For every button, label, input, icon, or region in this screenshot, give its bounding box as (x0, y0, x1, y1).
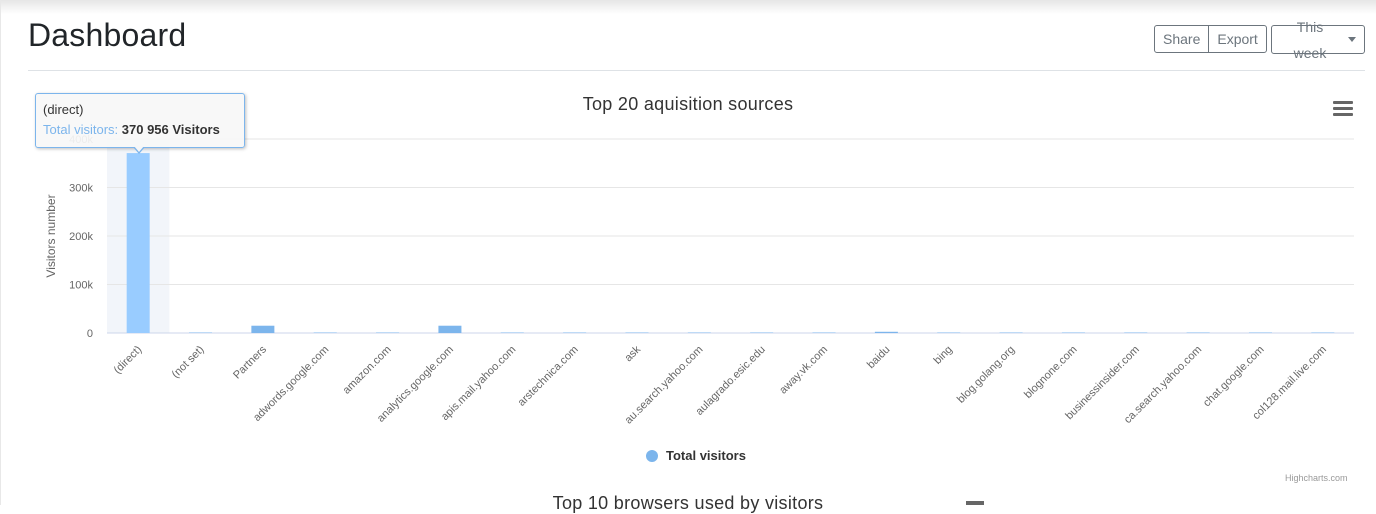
x-tick-label: (direct) (112, 344, 145, 377)
chart-menu-icon[interactable] (1333, 101, 1353, 117)
period-dropdown[interactable]: This week (1271, 19, 1365, 61)
page-title: Dashboard (28, 17, 187, 53)
bar-14 (999, 332, 1023, 333)
bar-7 (563, 332, 587, 333)
chart-tooltip: (direct) Total visitors: 370 956 Visitor… (35, 93, 245, 148)
bar-16 (1124, 332, 1148, 333)
x-tick-label: chat.google.com (1201, 344, 1267, 410)
bar-17 (1186, 332, 1210, 333)
bar-13 (937, 332, 961, 333)
bar-4 (376, 332, 400, 333)
header-divider (28, 70, 1365, 71)
y-tick-label: 200k (69, 231, 93, 243)
x-tick-label: bing (932, 344, 955, 367)
bar-3 (313, 332, 337, 333)
x-tick-label: away.vk.com (777, 344, 830, 397)
x-tick-label: blog.golang.org (955, 344, 1017, 406)
bar-9 (687, 332, 711, 333)
x-tick-label: (not set) (170, 344, 207, 381)
top-shadow (0, 0, 1376, 14)
x-tick-label: blognone.com (1022, 344, 1079, 401)
legend-item-total-visitors[interactable]: Total visitors (646, 448, 746, 463)
chevron-down-icon (1348, 37, 1356, 42)
tooltip-pointer-fill (134, 146, 144, 152)
x-tick-label: ask (623, 343, 644, 364)
x-tick-label: amazon.com (341, 344, 394, 397)
bar-10 (750, 332, 774, 333)
browsers-chart-title: Top 10 browsers used by visitors (552, 493, 824, 513)
sidebar-border (0, 0, 1, 505)
browsers-chart-menu-icon[interactable] (966, 501, 984, 505)
tooltip-category: (direct) (43, 102, 84, 117)
chart-title: Top 20 aquisition sources (582, 94, 794, 114)
bar-0 (126, 153, 150, 333)
bar-1 (189, 332, 213, 333)
bar-11 (812, 332, 836, 333)
chart-credits[interactable]: Highcharts.com (1285, 473, 1348, 483)
y-axis-label: Visitors number (44, 194, 58, 278)
x-tick-label: baidu (865, 344, 893, 372)
tooltip-value: 370 956 Visitors (121, 122, 220, 137)
bar-6 (500, 332, 524, 333)
legend-label: Total visitors (666, 448, 746, 463)
legend-marker (646, 449, 658, 462)
bar-5 (438, 325, 462, 333)
share-export-group: Share Export (1154, 25, 1267, 53)
bar-12 (874, 331, 898, 333)
x-tick-label: aulagrado.esic.edu (694, 344, 768, 418)
export-button[interactable]: Export (1208, 25, 1267, 53)
x-tick-label: arstechnica.com (516, 344, 581, 409)
y-tick-label: 100k (69, 280, 93, 292)
tooltip-series-label: Total visitors: (43, 122, 119, 137)
bar-18 (1248, 332, 1272, 333)
y-tick-label: 300k (69, 183, 93, 195)
y-tick-label: 0 (87, 328, 93, 340)
period-dropdown-label: This week (1293, 18, 1327, 61)
bar-8 (625, 332, 649, 333)
bar-2 (251, 325, 275, 333)
bar-19 (1311, 332, 1335, 333)
bar-15 (1061, 332, 1085, 333)
x-tick-label: Partners (231, 343, 269, 381)
share-button[interactable]: Share (1154, 25, 1210, 53)
